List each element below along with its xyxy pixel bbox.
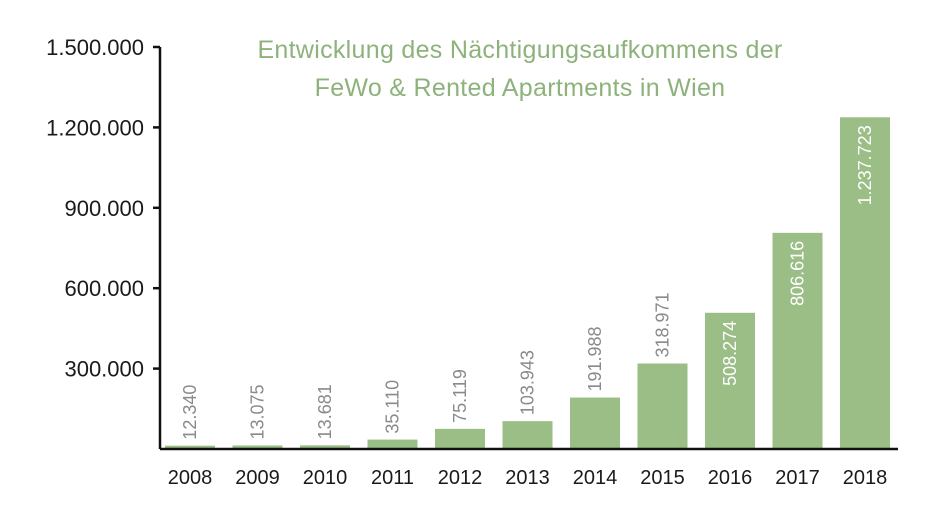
y-tick-label: 300.000 — [64, 357, 144, 382]
bar-2015 — [637, 363, 688, 449]
x-tick-label: 2016 — [708, 467, 753, 489]
y-tick-label: 600.000 — [64, 276, 144, 301]
data-label-2014: 191.988 — [585, 326, 605, 391]
bar-2016 — [705, 312, 755, 449]
y-axis-ticks: 300.000 600.000 900.000 1.200.000 1.500.000 — [46, 35, 160, 382]
y-tick-label: 900.000 — [64, 196, 144, 221]
bar-2018 — [840, 117, 890, 450]
bar-2012 — [435, 428, 485, 449]
bar-2017 — [772, 232, 823, 449]
bar-2013 — [502, 421, 553, 449]
chart-title-line-1: Entwicklung des Nächtigungsaufkommens de… — [257, 36, 783, 64]
x-tick-label: 2012 — [438, 467, 483, 489]
x-tick-label: 2017 — [775, 467, 820, 489]
bar-2011 — [367, 439, 418, 449]
x-tick-label: 2008 — [168, 467, 213, 489]
data-label-2008: 12.340 — [180, 385, 200, 440]
x-tick-label: 2013 — [505, 467, 550, 489]
bar-2008 — [165, 445, 215, 449]
data-label-2017: 806.616 — [788, 241, 808, 306]
x-tick-label: 2014 — [573, 467, 618, 489]
data-label-2013: 103.943 — [518, 350, 538, 415]
x-axis-labels: 2008 2009 2010 2011 2012 2013 2014 2015 2016 2017… — [168, 467, 888, 489]
x-tick-label: 2010 — [303, 467, 348, 489]
data-label-2015: 318.971 — [653, 292, 673, 357]
data-label-2012: 75.119 — [450, 369, 470, 423]
x-tick-label: 2009 — [235, 467, 280, 489]
data-label-2010: 13.681 — [315, 384, 335, 439]
y-tick-label: 1.200.000 — [46, 115, 144, 140]
bar-2010 — [300, 445, 350, 449]
data-label-2016: 508.274 — [720, 321, 740, 386]
x-tick-label: 2015 — [640, 467, 685, 489]
data-label-2018: 1.237.723 — [855, 125, 875, 205]
x-tick-label: 2011 — [371, 467, 414, 489]
data-label-2011: 35.110 — [383, 380, 403, 434]
chart-title-line-2: FeWo & Rented Apartments in Wien — [314, 74, 726, 102]
bars — [165, 117, 890, 450]
data-label-2009: 13.075 — [248, 384, 268, 439]
data-labels: 12.340 13.075 13.681 35.110 75.119 103.943 191… — [180, 125, 875, 439]
y-tick-label: 1.500.000 — [46, 35, 144, 60]
x-tick-label: 2018 — [843, 467, 888, 489]
bar-2009 — [232, 445, 283, 449]
bar-2014 — [570, 397, 620, 449]
